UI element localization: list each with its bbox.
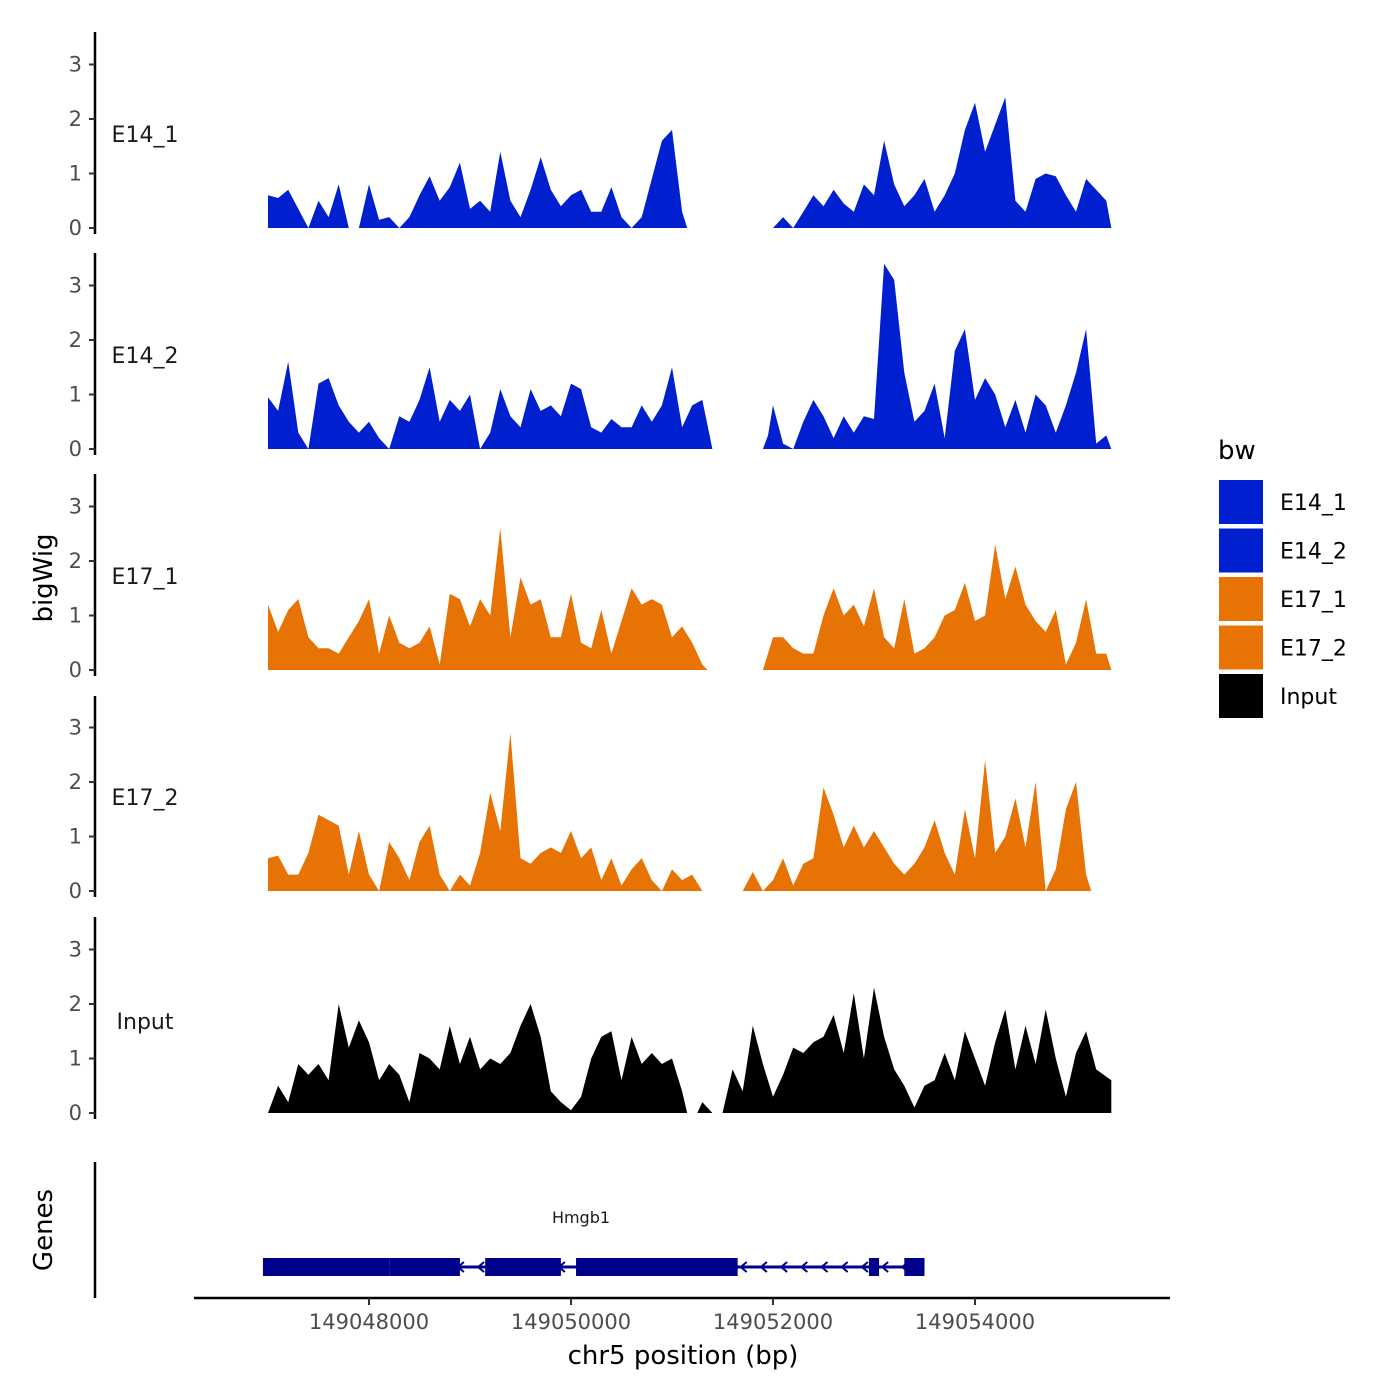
- legend-label: E17_1: [1280, 588, 1347, 613]
- legend-label: Input: [1280, 685, 1337, 710]
- y-tick-label: 3: [69, 53, 82, 77]
- legend-swatch: [1219, 625, 1263, 670]
- x-axis-title: chr5 position (bp): [568, 1341, 799, 1371]
- coverage-area: [268, 361, 713, 449]
- coverage-area: [722, 987, 1112, 1113]
- coverage-tracks: 0 1 2 3 E14_1 0 1 2 3 E14_2 0 1 2 3 E17_1 0 1 2 3 E17_2 0 1 2 3…: [69, 32, 1112, 1125]
- y-tick-label: 0: [69, 216, 82, 240]
- legend-swatch: [1219, 577, 1263, 621]
- coverage-area: [762, 544, 1112, 670]
- y-tick-label: 1: [69, 162, 82, 186]
- y-tick-label: 1: [69, 1047, 82, 1071]
- coverage-area: [697, 1102, 713, 1113]
- track-label: E17_1: [112, 565, 179, 590]
- y-tick-label: 0: [69, 879, 82, 903]
- x-axis: 149048000 149050000 149052000 149054000: [194, 1296, 1170, 1334]
- gene-exon: [868, 1258, 880, 1276]
- track-e17-2: 0 1 2 3 E17_2: [69, 696, 1092, 903]
- strand-arrow-icon: [860, 1261, 869, 1273]
- coverage-area: [268, 1004, 688, 1113]
- gene-name-label: Hmgb1: [552, 1208, 610, 1227]
- y-tick-label: 0: [69, 1101, 82, 1125]
- x-tick-label: 149054000: [915, 1310, 1035, 1334]
- x-tick-label: 149052000: [713, 1310, 833, 1334]
- coverage-area: [268, 129, 688, 228]
- gene-track: Hmgb1: [93, 1162, 925, 1298]
- gene-exon: [485, 1258, 561, 1276]
- coverage-area: [773, 97, 1112, 228]
- legend: bw E14_1 E14_2 E17_1 E17_2 Input: [1218, 436, 1347, 718]
- legend-label: E14_2: [1280, 540, 1347, 565]
- y-tick-label: 3: [69, 274, 82, 298]
- strand-arrow-icon: [840, 1261, 849, 1273]
- genes-axis-title: Genes: [29, 1189, 59, 1271]
- y-tick-label: 3: [69, 938, 82, 962]
- y-axis-title: bigWig: [29, 533, 59, 622]
- y-tick-label: 3: [69, 495, 82, 519]
- y-tick-label: 2: [69, 328, 82, 352]
- y-tick-label: 1: [69, 383, 82, 407]
- track-label: E14_2: [112, 344, 179, 369]
- y-tick-label: 0: [69, 437, 82, 461]
- strand-arrow-icon: [880, 1261, 889, 1273]
- x-tick-label: 149048000: [309, 1310, 429, 1334]
- coverage-area: [742, 760, 1092, 891]
- legend-title: bw: [1218, 436, 1256, 466]
- x-tick-label: 149050000: [511, 1310, 631, 1334]
- y-tick-label: 2: [69, 549, 82, 573]
- track-e14-2: 0 1 2 3 E14_2: [69, 253, 1112, 461]
- track-input: 0 1 2 3 Input: [69, 917, 1112, 1125]
- y-tick-label: 0: [69, 658, 82, 682]
- strand-arrow-icon: [779, 1261, 788, 1273]
- legend-swatch: [1219, 674, 1263, 718]
- track-label: E17_2: [112, 786, 179, 811]
- gene-exon: [904, 1258, 925, 1276]
- strand-arrow-icon: [759, 1261, 768, 1273]
- coverage-area: [762, 263, 1112, 449]
- coverage-area: [268, 528, 708, 670]
- y-tick-label: 1: [69, 825, 82, 849]
- legend-label: E14_1: [1280, 491, 1347, 516]
- legend-swatch: [1219, 480, 1263, 524]
- gene-exon: [262, 1258, 390, 1276]
- gene-exon: [576, 1258, 738, 1276]
- strand-arrow-icon: [819, 1261, 829, 1273]
- track-e17-1: 0 1 2 3 E17_1: [69, 474, 1112, 682]
- y-tick-label: 2: [69, 992, 82, 1016]
- legend-swatch: [1219, 528, 1263, 573]
- track-label: E14_1: [112, 123, 179, 148]
- y-tick-label: 2: [69, 107, 82, 131]
- y-tick-label: 3: [69, 716, 82, 740]
- y-tick-label: 1: [69, 604, 82, 628]
- track-label: Input: [117, 1010, 174, 1035]
- track-e14-1: 0 1 2 3 E14_1: [69, 32, 1112, 240]
- strand-arrow-icon: [799, 1261, 808, 1273]
- strand-arrow-icon: [739, 1261, 748, 1273]
- strand-arrow-icon: [476, 1261, 485, 1273]
- coverage-area: [268, 733, 703, 891]
- gene-exon: [389, 1258, 460, 1276]
- legend-label: E17_2: [1280, 637, 1347, 662]
- y-tick-label: 2: [69, 770, 82, 794]
